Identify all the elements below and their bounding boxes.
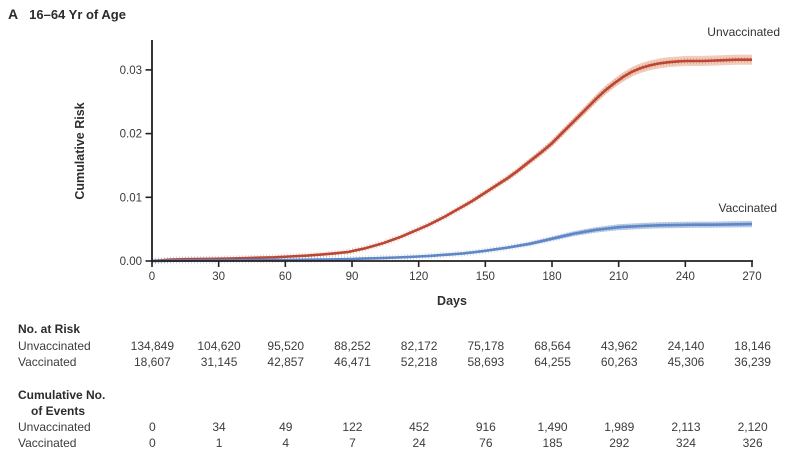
table-cell: 185 bbox=[542, 436, 563, 450]
table-cell: 64,255 bbox=[534, 355, 571, 369]
series-label-unvaccinated: Unvaccinated bbox=[707, 25, 780, 39]
x-tick-label: 210 bbox=[609, 271, 628, 283]
table-cell: 1,490 bbox=[537, 420, 568, 434]
x-tick-label: 150 bbox=[476, 271, 495, 283]
table-cell: 122 bbox=[342, 420, 363, 434]
x-tick-label: 60 bbox=[279, 271, 292, 283]
risk-curve-unvaccinated bbox=[151, 58, 752, 263]
table-cell: 24,140 bbox=[667, 339, 705, 353]
table-cell: 0 bbox=[149, 436, 156, 450]
x-axis-title: Days bbox=[437, 294, 467, 308]
events-table-title-line2: of Events bbox=[31, 404, 86, 418]
table-cell: 292 bbox=[609, 436, 630, 450]
table-cell: 18,607 bbox=[133, 355, 171, 369]
table-cell: 2,120 bbox=[737, 420, 768, 434]
table-cell: 49 bbox=[279, 420, 293, 434]
row-values: 134,849 104,620 95,520 88,252 82,172 75,178 68… bbox=[119, 339, 786, 353]
x-tick-label: 0 bbox=[149, 271, 155, 283]
x-tick-label: 180 bbox=[542, 271, 561, 283]
row-values: 0 1 4 7 24 76 185 292 324 326 bbox=[119, 436, 786, 450]
table-cell: 95,520 bbox=[267, 339, 305, 353]
table-cell: 52,218 bbox=[400, 355, 438, 369]
row-label: Unvaccinated bbox=[18, 339, 91, 353]
panel-title: A 16–64 Yr of Age bbox=[8, 6, 126, 22]
table-cell: 36,239 bbox=[734, 355, 771, 369]
panel-title-text: 16–64 Yr of Age bbox=[29, 7, 126, 22]
table-cell: 916 bbox=[475, 420, 496, 434]
table-cell: 2,113 bbox=[671, 420, 701, 434]
confidence-band bbox=[152, 54, 752, 261]
y-tick-label: 0.02 bbox=[120, 129, 142, 141]
table-cell: 76 bbox=[479, 436, 493, 450]
row-label: Vaccinated bbox=[18, 436, 77, 450]
x-tick-label: 30 bbox=[212, 271, 225, 283]
table-cell: 58,693 bbox=[467, 355, 505, 369]
cumulative-risk-chart: 0.00 0.01 0.02 0.03 0 30 60 90 120 150 180 210 240 27… bbox=[120, 40, 762, 283]
table-row: Unvaccinated 134,849 104,620 95,520 88,252 8… bbox=[0, 339, 789, 353]
table-cell: 45,306 bbox=[667, 355, 705, 369]
x-tick-label: 270 bbox=[742, 271, 761, 283]
table-cell: 68,564 bbox=[534, 339, 571, 353]
table-cell: 7 bbox=[349, 436, 356, 450]
table-cell: 0 bbox=[149, 420, 156, 434]
table-cell: 60,263 bbox=[600, 355, 638, 369]
confidence-band bbox=[152, 220, 752, 261]
x-tick-label: 90 bbox=[346, 271, 359, 283]
y-tick-label: 0.03 bbox=[120, 65, 142, 77]
table-row: Vaccinated 0 1 4 7 24 76 185 292 324 326 bbox=[0, 436, 789, 450]
table-cell: 42,857 bbox=[267, 355, 305, 369]
events-table-title-line1: Cumulative No. bbox=[18, 388, 106, 402]
risk-table-title: No. at Risk bbox=[18, 322, 81, 336]
table-cell: 1,989 bbox=[604, 420, 635, 434]
x-tick-label: 240 bbox=[676, 271, 695, 283]
table-cell: 134,849 bbox=[130, 339, 175, 353]
table-row: Unvaccinated 0 34 49 122 452 916 1,490 1,989 2,1… bbox=[0, 420, 789, 434]
table-row: Vaccinated 18,607 31,145 42,857 46,471 52,21… bbox=[0, 355, 789, 369]
series-label-vaccinated: Vaccinated bbox=[718, 201, 777, 215]
table-cell: 1 bbox=[215, 436, 223, 450]
table-cell: 31,145 bbox=[200, 355, 238, 369]
table-cell: 34 bbox=[212, 420, 226, 434]
y-tick-label: 0.01 bbox=[120, 192, 142, 204]
table-cell: 82,172 bbox=[400, 339, 438, 353]
table-cell: 24 bbox=[412, 436, 426, 450]
x-tick-label: 120 bbox=[409, 271, 428, 283]
table-cell: 18,146 bbox=[734, 339, 771, 353]
panel-letter: A bbox=[8, 6, 19, 22]
table-cell: 326 bbox=[742, 436, 763, 450]
row-values: 0 34 49 122 452 916 1,490 1,989 2,113 2,120 bbox=[119, 420, 786, 434]
table-cell: 4 bbox=[282, 436, 290, 450]
row-values: 18,607 31,145 42,857 46,471 52,218 58,693 64,2… bbox=[119, 355, 786, 369]
row-label: Unvaccinated bbox=[18, 420, 91, 434]
risk-curve-vaccinated bbox=[151, 222, 753, 263]
table-cell: 75,178 bbox=[467, 339, 505, 353]
censor-tick-texture bbox=[151, 56, 752, 264]
row-label: Vaccinated bbox=[18, 355, 77, 369]
table-cell: 324 bbox=[675, 436, 696, 450]
table-cell: 104,620 bbox=[197, 339, 241, 353]
table-cell: 88,252 bbox=[334, 339, 371, 353]
table-cell: 43,962 bbox=[600, 339, 638, 353]
table-cell: 46,471 bbox=[334, 355, 371, 369]
y-tick-label: 0.00 bbox=[120, 256, 142, 268]
table-cell: 452 bbox=[409, 420, 430, 434]
